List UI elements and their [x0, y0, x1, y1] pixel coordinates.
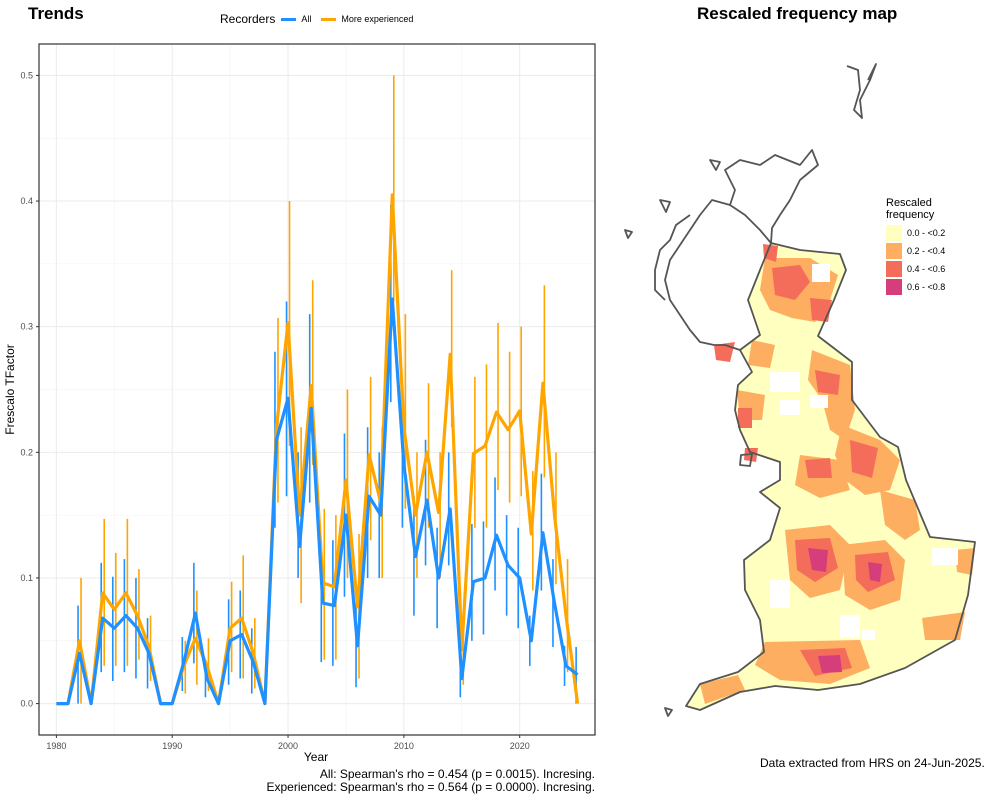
map-title: Rescaled frequency map [697, 4, 898, 23]
y-tick-label: 0.4 [20, 196, 33, 206]
legend-label-experienced: More experienced [341, 14, 414, 24]
map-legend-title-1: Rescaled [886, 197, 932, 209]
map-legend-row: 0.2 - <0.4 [886, 242, 945, 260]
legend-label-all: All [301, 14, 312, 24]
map-legend-row: 0.6 - <0.8 [886, 278, 945, 296]
series-line [56, 297, 579, 706]
legend-swatch-experienced [321, 17, 337, 21]
stats-experienced: Experienced: Spearman's rho = 0.564 (p =… [266, 780, 596, 794]
x-tick-label: 2010 [394, 741, 414, 751]
map-zones-06-08 [808, 548, 882, 673]
map-legend-label: 0.6 - <0.8 [907, 282, 946, 292]
trends-title: Trends [28, 4, 84, 23]
y-tick-label: 0.1 [20, 573, 33, 583]
map-legend-swatch [886, 261, 902, 277]
x-tick-label: 1990 [162, 741, 182, 751]
y-tick-label: 0.0 [20, 699, 33, 709]
x-tick-label: 2000 [278, 741, 298, 751]
map-legend-label: 0.0 - <0.2 [907, 228, 946, 238]
y-tick-label: 0.3 [20, 322, 33, 332]
gb-map [624, 63, 976, 717]
chart-legend: Recorders All More experienced [220, 12, 417, 26]
y-tick-label: 0.5 [20, 70, 33, 80]
map-gaps [770, 264, 958, 640]
extract-note: Data extracted from HRS on 24-Jun-2025. [760, 756, 985, 770]
spearman-stats: All: Spearman's rho = 0.454 (p = 0.0015)… [267, 768, 596, 794]
plot-border [38, 43, 596, 736]
x-tick-label: 2020 [510, 741, 530, 751]
map-legend: Rescaled frequency 0.0 - <0.2 0.2 - <0.4… [886, 197, 945, 296]
stats-all: All: Spearman's rho = 0.454 (p = 0.0015)… [319, 767, 595, 781]
map-legend-row: 0.4 - <0.6 [886, 260, 945, 278]
map-coastline [624, 63, 976, 717]
map-legend-swatch [886, 279, 902, 295]
map-legend-row: 0.0 - <0.2 [886, 224, 945, 242]
x-axis-label: Year [304, 750, 328, 764]
y-axis-label: Frescalo TFactor [3, 344, 17, 434]
map-legend-label: 0.2 - <0.4 [907, 246, 946, 256]
trend-plot: 1980 1990 2000 2010 2020 0.0 0.1 0.2 0.3 0.4 0.5 Ye… [3, 43, 596, 764]
x-tick-label: 1980 [46, 741, 66, 751]
y-tick-label: 0.2 [20, 447, 33, 457]
legend-swatch-all [281, 17, 297, 21]
legend-title: Recorders [220, 12, 276, 26]
map-legend-title-2: frequency [886, 209, 935, 221]
map-legend-label: 0.4 - <0.6 [907, 264, 946, 274]
map-legend-swatch [886, 225, 902, 241]
map-legend-swatch [886, 243, 902, 259]
